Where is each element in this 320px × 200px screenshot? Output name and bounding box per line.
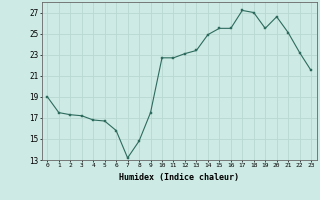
X-axis label: Humidex (Indice chaleur): Humidex (Indice chaleur) [119, 173, 239, 182]
